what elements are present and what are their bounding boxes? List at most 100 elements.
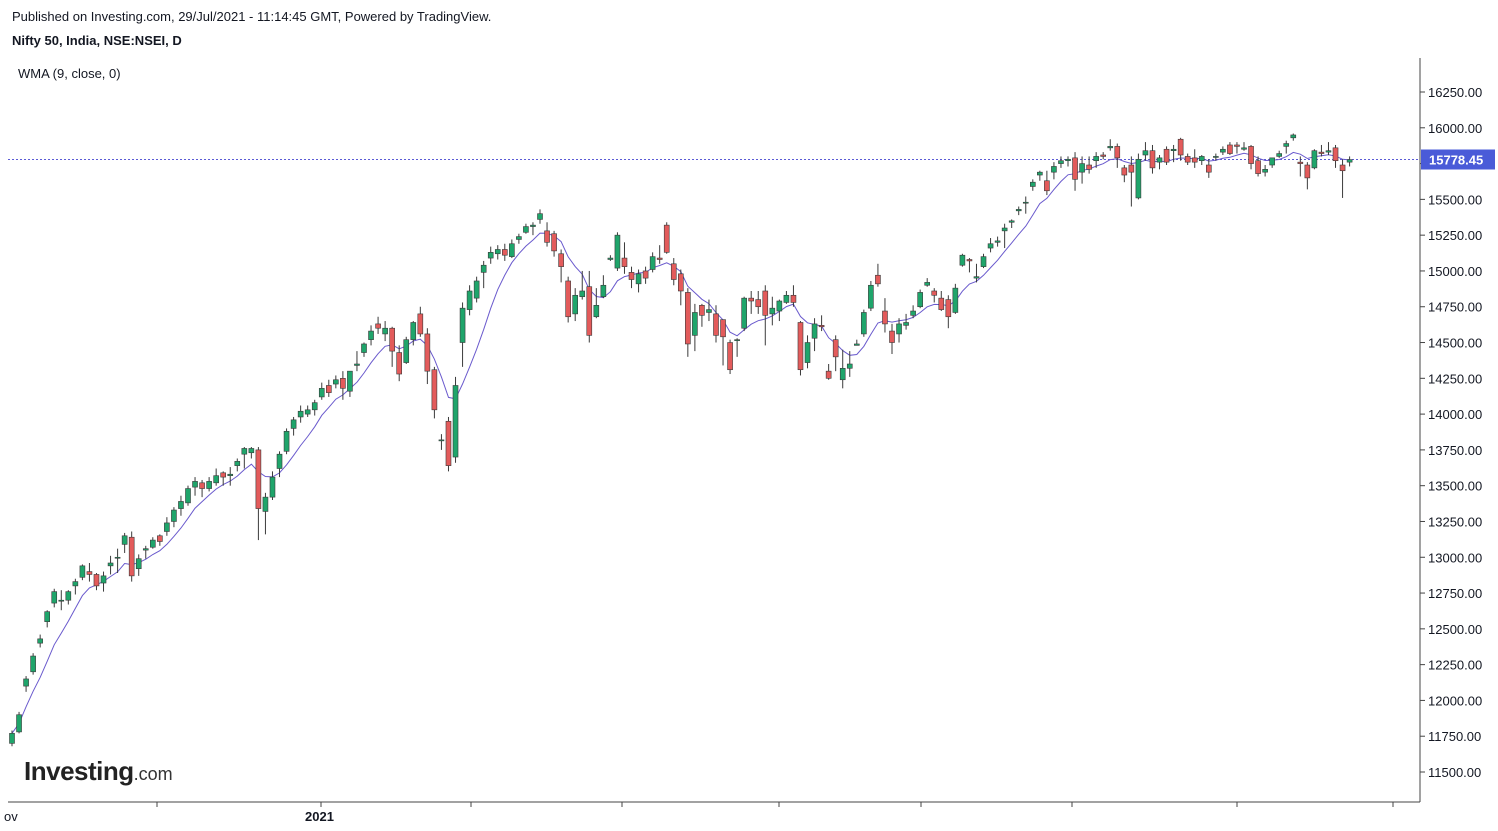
candle-body bbox=[762, 290, 769, 316]
indicator-legend: WMA (9, close, 0) bbox=[18, 66, 121, 81]
y-tick-label: 13500.00 bbox=[1428, 479, 1482, 494]
candle-body bbox=[262, 496, 269, 512]
candle-body bbox=[755, 299, 762, 308]
y-tick-label: 15500.00 bbox=[1428, 192, 1482, 207]
candle-body bbox=[192, 481, 198, 488]
candle-body bbox=[1206, 164, 1212, 173]
candle-body bbox=[213, 475, 219, 484]
candle-body bbox=[1044, 180, 1050, 192]
candle-body bbox=[1051, 166, 1057, 173]
candle-body bbox=[973, 276, 980, 279]
candle-body bbox=[1248, 146, 1254, 164]
candle-body bbox=[600, 284, 607, 298]
y-tick-label: 14000.00 bbox=[1428, 407, 1482, 422]
candle-body bbox=[480, 264, 487, 273]
candle-body bbox=[1022, 201, 1029, 204]
candle-body bbox=[741, 297, 747, 329]
y-tick-label: 13000.00 bbox=[1428, 550, 1482, 565]
candle-body bbox=[1304, 164, 1311, 179]
y-tick-label: 12750.00 bbox=[1428, 586, 1482, 601]
candle-body bbox=[283, 430, 290, 452]
candle-body bbox=[917, 292, 923, 308]
candle-body bbox=[846, 363, 853, 369]
candle-body bbox=[501, 249, 508, 256]
candle-body bbox=[199, 482, 205, 489]
candle-body bbox=[65, 591, 72, 601]
candle-body bbox=[128, 536, 135, 577]
candle-body bbox=[1072, 157, 1078, 180]
x-tick-label: 2021 bbox=[305, 809, 334, 824]
candle-body bbox=[304, 409, 311, 415]
candle-body bbox=[853, 343, 860, 346]
candle-body bbox=[1318, 151, 1325, 154]
candle-body bbox=[1255, 160, 1261, 174]
candle-body bbox=[37, 638, 43, 644]
candle-body bbox=[276, 453, 283, 469]
candle-body bbox=[185, 488, 191, 504]
candle-body bbox=[1290, 134, 1297, 139]
candle-body bbox=[417, 313, 424, 335]
candle-body bbox=[157, 535, 163, 542]
candle-body bbox=[178, 501, 184, 509]
candle-body bbox=[804, 342, 811, 363]
candle-body bbox=[811, 323, 818, 339]
candle-body bbox=[58, 599, 65, 602]
candle-body bbox=[16, 714, 22, 733]
candle-body bbox=[466, 290, 473, 310]
candle-body bbox=[706, 309, 712, 313]
candle-body bbox=[586, 286, 593, 336]
candle-body bbox=[713, 313, 719, 336]
candle-body bbox=[523, 226, 529, 233]
candle-body bbox=[354, 363, 360, 366]
y-tick-label: 15250.00 bbox=[1428, 228, 1482, 243]
candle-body bbox=[311, 402, 318, 411]
candle-body bbox=[1037, 171, 1043, 176]
candle-body bbox=[593, 305, 600, 318]
candle-body bbox=[1297, 161, 1304, 164]
candle-body bbox=[297, 410, 304, 418]
candle-body bbox=[396, 352, 403, 375]
y-tick-label: 14750.00 bbox=[1428, 300, 1482, 315]
candle-body bbox=[269, 476, 276, 498]
candle-body bbox=[797, 322, 804, 371]
candle-body bbox=[769, 307, 776, 315]
candle-body bbox=[164, 522, 170, 532]
candle-body bbox=[150, 539, 156, 548]
candle-body bbox=[1015, 209, 1022, 212]
candle-body bbox=[340, 378, 346, 389]
y-tick-label: 12250.00 bbox=[1428, 658, 1482, 673]
candle-body bbox=[459, 307, 466, 343]
candle-body bbox=[473, 280, 480, 299]
candle-body bbox=[903, 322, 909, 326]
candle-body bbox=[248, 448, 255, 454]
candle-body bbox=[51, 591, 58, 604]
candle-body bbox=[635, 273, 642, 285]
candle-body bbox=[142, 548, 149, 551]
logo-suffix-text: .com bbox=[133, 764, 173, 784]
y-tick-label: 13750.00 bbox=[1428, 443, 1482, 458]
candle-body bbox=[1163, 148, 1170, 163]
candle-body bbox=[333, 379, 339, 385]
candle-body bbox=[734, 339, 740, 341]
candle-body bbox=[656, 257, 663, 260]
candle-body bbox=[530, 224, 536, 227]
y-tick-label: 14500.00 bbox=[1428, 336, 1482, 351]
candle-body bbox=[1241, 147, 1247, 150]
candle-body bbox=[1346, 159, 1353, 163]
candle-body bbox=[86, 571, 93, 575]
published-note: Published on Investing.com, 29/Jul/2021 … bbox=[12, 9, 492, 24]
candle-body bbox=[1065, 158, 1071, 162]
candle-body bbox=[839, 367, 846, 381]
candle-body bbox=[868, 284, 874, 309]
candle-body bbox=[699, 305, 705, 316]
candle-body bbox=[1086, 164, 1092, 170]
candle-body bbox=[325, 385, 332, 393]
candle-body bbox=[966, 259, 973, 262]
candle-body bbox=[9, 733, 15, 744]
candle-body bbox=[1198, 156, 1205, 162]
candle-body bbox=[445, 420, 452, 466]
candle-body bbox=[818, 325, 825, 328]
candle-body bbox=[896, 323, 902, 335]
logo-main-text: Investing bbox=[24, 756, 134, 786]
